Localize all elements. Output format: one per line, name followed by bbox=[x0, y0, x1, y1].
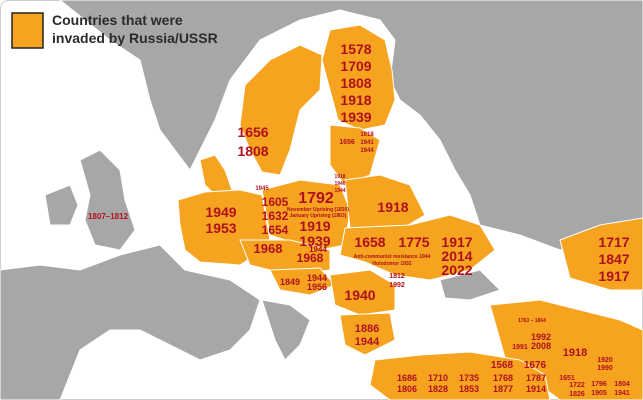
year-label: 1918 bbox=[334, 174, 345, 180]
finland bbox=[321, 24, 396, 131]
year-label: 1992 bbox=[531, 332, 551, 342]
sweden bbox=[239, 44, 323, 176]
year-label: 1917 bbox=[598, 268, 629, 284]
legend: Countries that were invaded by Russia/US… bbox=[11, 12, 218, 49]
year-label: 1945 bbox=[255, 186, 269, 192]
year-label: 1939 bbox=[299, 233, 330, 249]
year-label: 1853 bbox=[459, 384, 479, 394]
year-label: 1605 bbox=[262, 195, 289, 209]
year-label: 1905 bbox=[591, 390, 607, 397]
turkey bbox=[369, 351, 551, 400]
year-label: 1992 bbox=[389, 282, 405, 289]
year-label: Anti-communist resistance 1944 bbox=[354, 254, 431, 260]
year-label: 1968 bbox=[297, 251, 324, 265]
year-label: 1658 bbox=[354, 234, 385, 250]
year-label: 1775 bbox=[398, 234, 429, 250]
year-label: 1686 bbox=[397, 373, 417, 383]
year-label: 1939 bbox=[340, 109, 371, 125]
baltics bbox=[329, 124, 381, 186]
year-label: 1940 bbox=[344, 287, 375, 303]
balkan-west bbox=[261, 299, 311, 361]
ireland bbox=[44, 184, 79, 226]
crimea-area bbox=[439, 269, 501, 301]
year-label: 1847 bbox=[598, 251, 629, 267]
year-label: 1807–1812 bbox=[88, 212, 129, 221]
year-label: 1796 bbox=[591, 381, 607, 388]
year-label: 1968 bbox=[254, 241, 283, 256]
romania bbox=[329, 269, 396, 316]
year-label: 1849 bbox=[280, 277, 300, 287]
year-label: 1763 – 1864 bbox=[518, 318, 546, 324]
legend-swatch bbox=[11, 12, 44, 49]
year-label: January Uprising (1863) bbox=[290, 213, 347, 219]
year-label: 1877 bbox=[493, 384, 513, 394]
czechoslovakia bbox=[239, 239, 331, 276]
year-label: 1944 bbox=[307, 273, 327, 283]
year-label: 1804 bbox=[614, 381, 630, 388]
year-label: 1949 bbox=[205, 204, 236, 220]
year-label: 1944 bbox=[334, 188, 345, 194]
year-label: 1651 bbox=[559, 375, 575, 382]
year-label: 1941 bbox=[614, 390, 630, 397]
year-label: 2008 bbox=[531, 341, 551, 351]
year-label: 1920 bbox=[597, 357, 613, 364]
year-label: 1917 bbox=[441, 234, 472, 250]
legend-text: invaded by Russia/USSR bbox=[52, 30, 218, 46]
year-label: 1808 bbox=[340, 75, 371, 91]
year-label: 1709 bbox=[340, 58, 371, 74]
year-label: 1710 bbox=[428, 373, 448, 383]
year-label: 1812 bbox=[389, 273, 405, 280]
year-label: 1656 bbox=[339, 139, 355, 146]
year-label: 1953 bbox=[205, 220, 236, 236]
year-label: 1676 bbox=[524, 360, 547, 371]
year-label: 1654 bbox=[262, 223, 289, 237]
britain bbox=[79, 149, 136, 251]
year-label: 1828 bbox=[428, 384, 448, 394]
year-label: 2022 bbox=[441, 262, 472, 278]
year-label: 1792 bbox=[298, 190, 334, 207]
year-label: 2014 bbox=[441, 248, 472, 264]
year-label: 1722 bbox=[569, 382, 585, 389]
south-west-land bbox=[0, 244, 261, 400]
year-label: 1940 bbox=[334, 181, 345, 187]
year-label: 1919 bbox=[299, 218, 330, 234]
year-label: 1787 bbox=[526, 373, 546, 383]
year-label: 1808 bbox=[237, 143, 268, 159]
year-label: 1991 bbox=[512, 344, 528, 351]
year-label: 1956 bbox=[307, 282, 327, 292]
year-label: 1632 bbox=[262, 209, 289, 223]
year-label: 1578 bbox=[340, 41, 371, 57]
year-label: 1918 bbox=[360, 132, 374, 138]
year-label: November Uprising (1830) bbox=[287, 207, 349, 213]
legend-text: Countries that were bbox=[52, 12, 183, 28]
year-label: Holodomor 1932 bbox=[372, 261, 411, 267]
year-label: 1918 bbox=[377, 199, 408, 215]
year-label: 1944 bbox=[360, 148, 374, 154]
ukraine bbox=[339, 214, 496, 281]
year-label: 1735 bbox=[459, 373, 479, 383]
year-label: 1568 bbox=[491, 360, 514, 371]
year-label: 1914 bbox=[526, 384, 546, 394]
year-label: 1826 bbox=[569, 391, 585, 398]
year-label: 1768 bbox=[493, 373, 513, 383]
year-label: 1886 bbox=[355, 323, 379, 335]
invaded-land bbox=[177, 24, 643, 400]
year-label: 1918 bbox=[340, 92, 371, 108]
year-label: 1656 bbox=[237, 124, 268, 140]
year-label: 1717 bbox=[598, 234, 629, 250]
bulgaria bbox=[339, 312, 396, 356]
year-label: 1944 bbox=[309, 245, 327, 254]
year-label: 1944 bbox=[355, 336, 380, 348]
year-label: 1941 bbox=[360, 140, 374, 146]
year-label: 1806 bbox=[397, 384, 417, 394]
year-label: 1918 bbox=[563, 347, 587, 359]
north-land bbox=[59, 0, 643, 251]
hungary bbox=[269, 267, 336, 296]
year-labels: 1578170918081918193916561808194919531807… bbox=[88, 41, 630, 398]
year-label: 1990 bbox=[597, 365, 613, 372]
kazakhstan bbox=[559, 217, 643, 291]
